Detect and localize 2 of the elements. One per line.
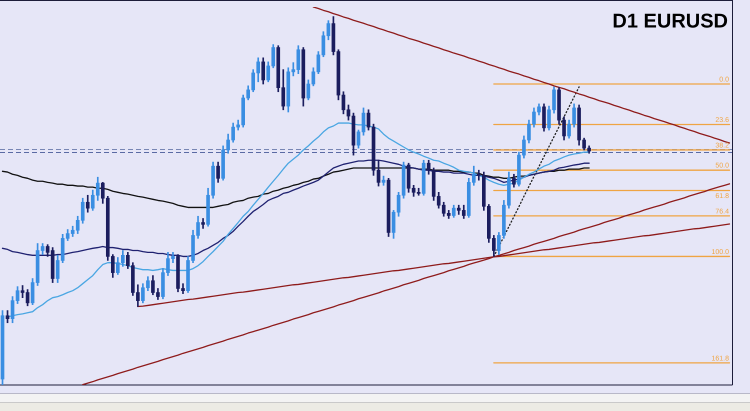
candlestick (201, 218, 205, 229)
chart-title: D1 EURUSD (612, 10, 728, 33)
